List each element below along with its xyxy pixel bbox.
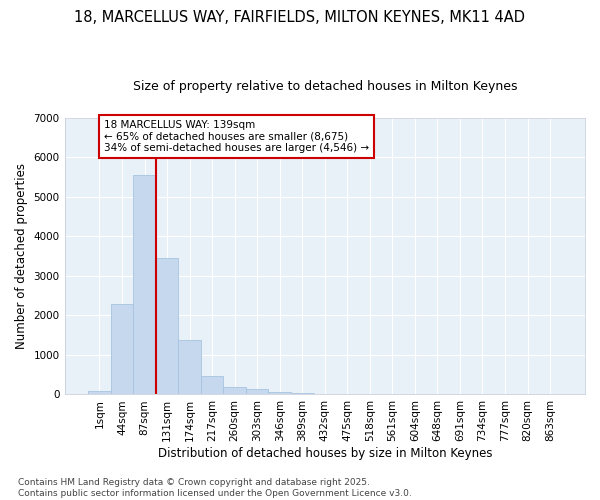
Bar bbox=[133, 174, 156, 394]
Bar bbox=[268, 392, 291, 394]
Bar bbox=[201, 376, 223, 394]
Title: Size of property relative to detached houses in Milton Keynes: Size of property relative to detached ho… bbox=[133, 80, 517, 93]
Text: 18 MARCELLUS WAY: 139sqm
← 65% of detached houses are smaller (8,675)
34% of sem: 18 MARCELLUS WAY: 139sqm ← 65% of detach… bbox=[104, 120, 369, 153]
Bar bbox=[178, 340, 201, 394]
Bar bbox=[88, 392, 111, 394]
Text: 18, MARCELLUS WAY, FAIRFIELDS, MILTON KEYNES, MK11 4AD: 18, MARCELLUS WAY, FAIRFIELDS, MILTON KE… bbox=[74, 10, 526, 25]
Bar bbox=[111, 304, 133, 394]
Text: Contains HM Land Registry data © Crown copyright and database right 2025.
Contai: Contains HM Land Registry data © Crown c… bbox=[18, 478, 412, 498]
Bar bbox=[223, 386, 246, 394]
X-axis label: Distribution of detached houses by size in Milton Keynes: Distribution of detached houses by size … bbox=[158, 447, 492, 460]
Bar bbox=[246, 390, 268, 394]
Y-axis label: Number of detached properties: Number of detached properties bbox=[15, 163, 28, 349]
Bar bbox=[156, 258, 178, 394]
